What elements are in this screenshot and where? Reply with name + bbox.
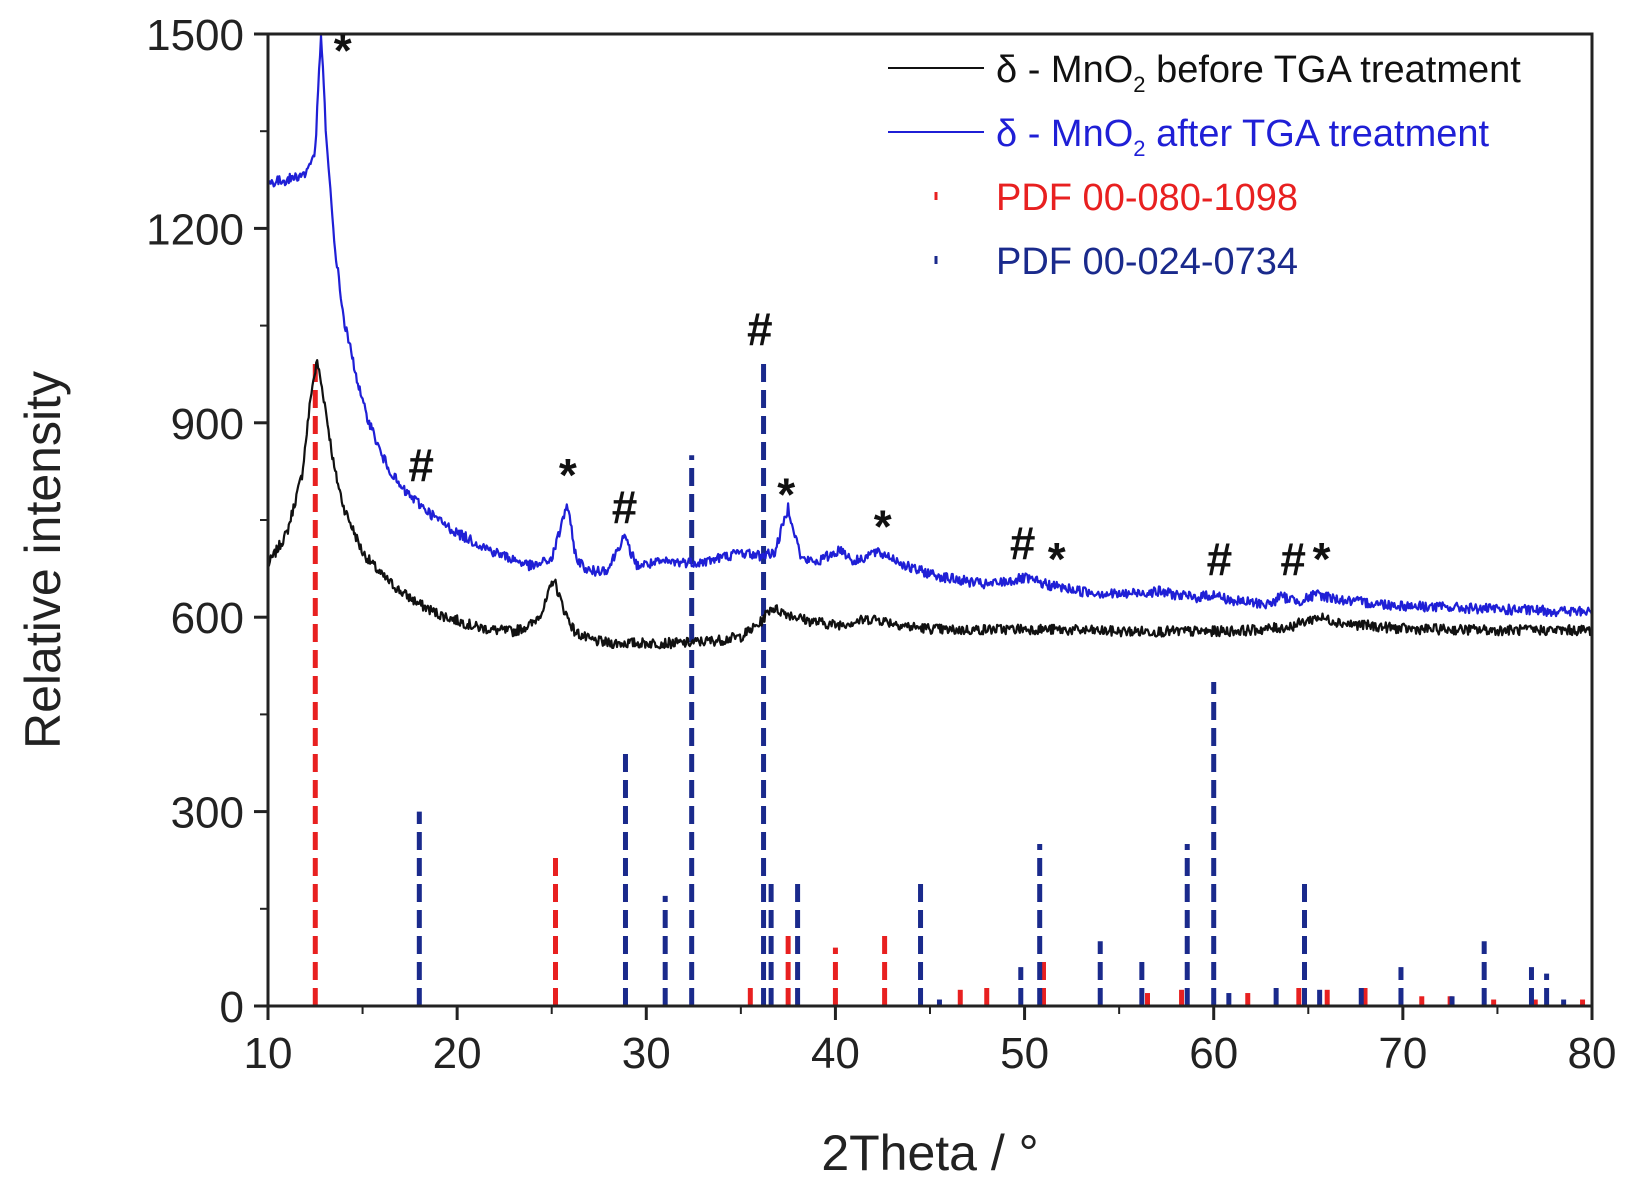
legend-label-subscript: 2 [1133, 136, 1145, 161]
x-ticks: 10 20 30 40 50 60 70 80 [244, 1006, 1617, 1078]
x-tick-label: 10 [244, 1029, 293, 1078]
y-tick-label: 1200 [146, 205, 244, 254]
y-tick-label: 0 [220, 983, 244, 1032]
y-ticks: 0 300 600 900 1200 1500 [146, 11, 268, 1032]
y-axis-title: Relative intensity [15, 371, 71, 749]
plot-frame [266, 32, 1594, 1008]
axes [266, 32, 1594, 1008]
legend-label-prefix: δ - MnO [996, 49, 1133, 91]
peak-marker-star: * [874, 501, 892, 553]
y-tick-label: 1500 [146, 11, 244, 60]
peak-marker-hash: # [1280, 533, 1306, 585]
reference-pattern-red [312, 358, 1586, 1006]
y-tick-label: 600 [171, 594, 244, 643]
peak-marker-star: * [777, 468, 795, 520]
x-tick-label: 70 [1378, 1029, 1427, 1078]
peak-marker-hash: # [1207, 533, 1233, 585]
y-tick-label: 900 [171, 400, 244, 449]
legend-label-suffix: before TGA treatment [1146, 49, 1522, 91]
peak-marker-hash: # [747, 303, 773, 355]
peak-marker-hash: # [1010, 517, 1036, 569]
annotations: *# *##** # * # # * [334, 24, 1331, 585]
series-lines [266, 34, 1594, 650]
reference-pattern-blue [416, 358, 1567, 1006]
legend-label: δ - MnO2 before TGA treatment [996, 49, 1521, 97]
peak-marker-star: * [1048, 533, 1066, 585]
peak-marker-star: * [1313, 533, 1331, 585]
legend-label-suffix: after TGA treatment [1146, 113, 1490, 155]
x-axis-title: 2Theta / ° [821, 1125, 1038, 1181]
x-tick-label: 20 [433, 1029, 482, 1078]
x-tick-label: 60 [1189, 1029, 1238, 1078]
x-tick-label: 80 [1568, 1029, 1617, 1078]
y-tick-label: 300 [171, 789, 244, 838]
series-after-tga [266, 34, 1594, 618]
legend-label: PDF 00-080-1098 [996, 177, 1298, 219]
legend-label: PDF 00-024-0734 [996, 241, 1298, 283]
x-tick-label: 50 [1000, 1029, 1049, 1078]
peak-marker-hash: # [612, 481, 638, 533]
series-before-tga [267, 359, 1593, 650]
legend-label-subscript: 2 [1133, 72, 1145, 97]
peak-marker-hash: # [408, 439, 434, 491]
peak-marker-star: * [334, 24, 352, 76]
legend-label-prefix: δ - MnO [996, 113, 1133, 155]
peak-marker-star: * [559, 449, 577, 501]
legend-label: δ - MnO2 after TGA treatment [996, 113, 1490, 161]
x-tick-label: 30 [622, 1029, 671, 1078]
x-tick-label: 40 [811, 1029, 860, 1078]
